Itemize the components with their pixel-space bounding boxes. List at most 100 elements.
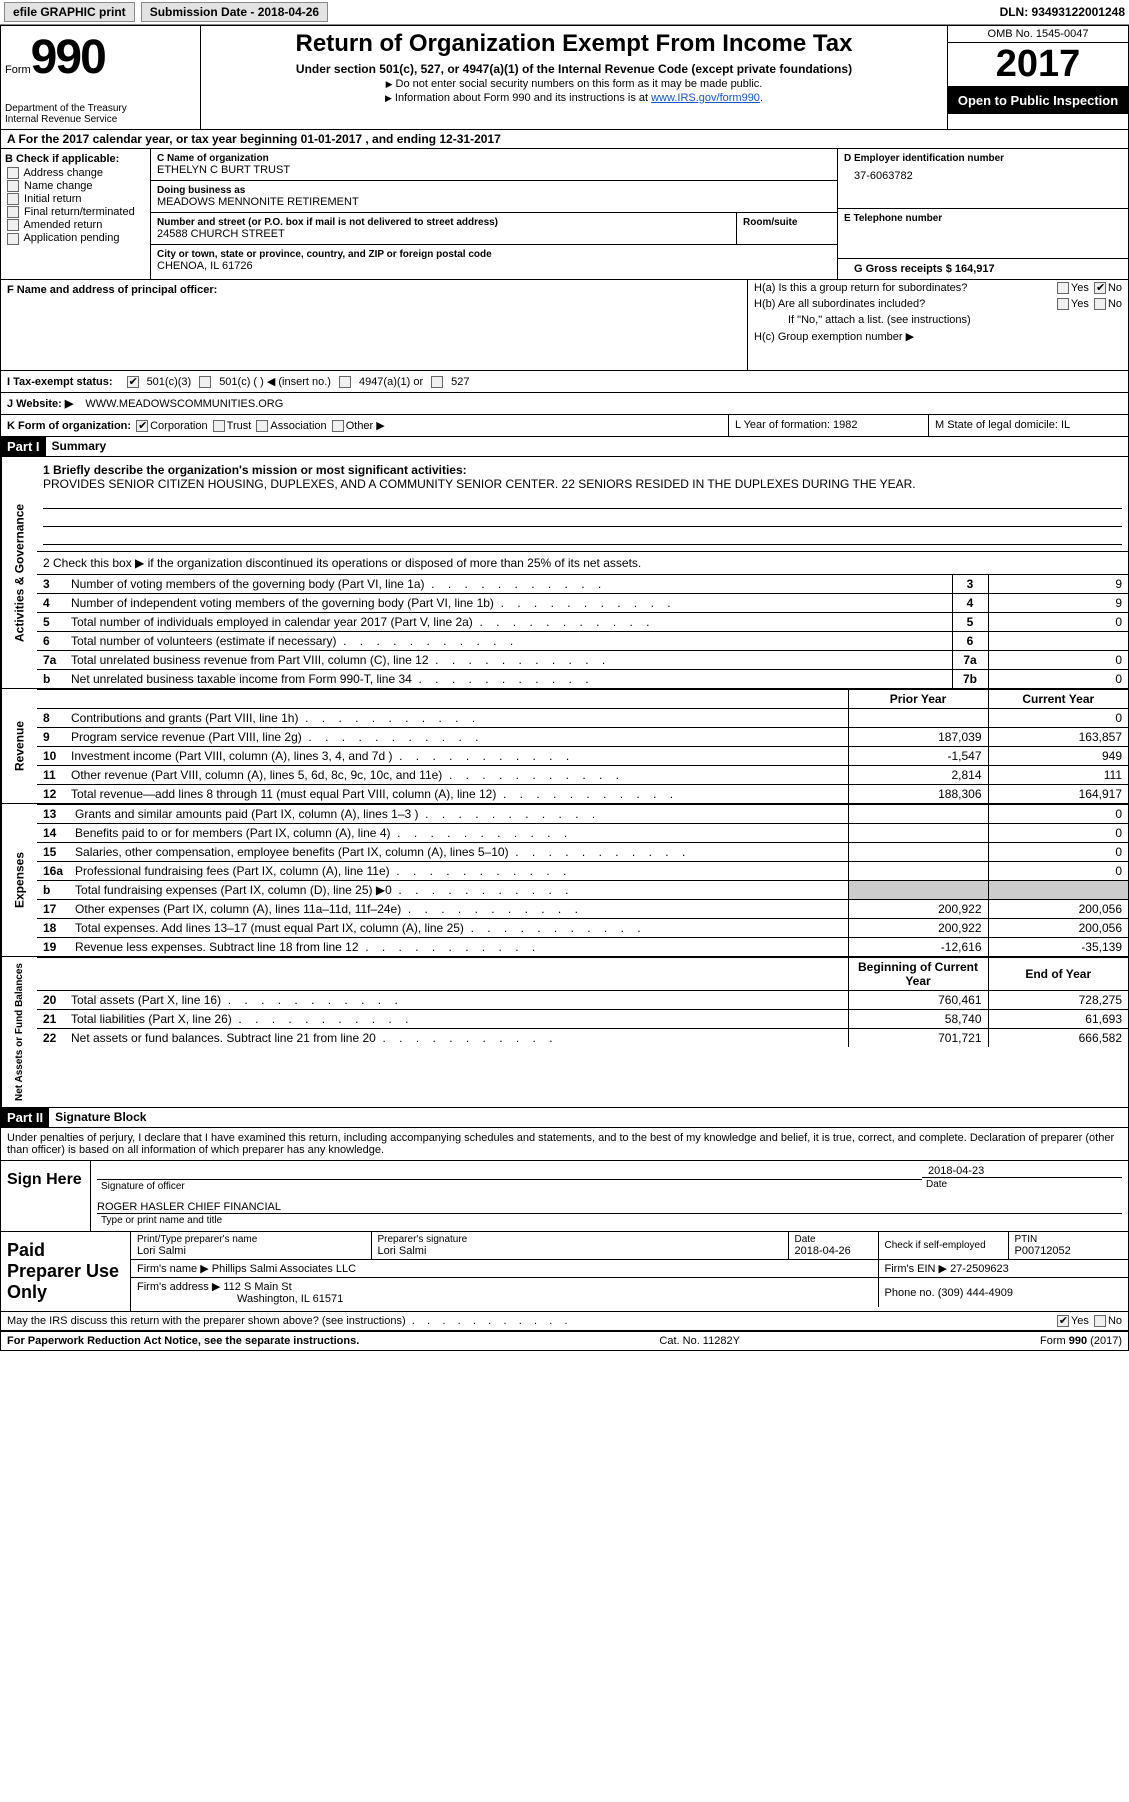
sig-date-value: 2018-04-23 <box>922 1165 1122 1177</box>
checkbox-initial-return[interactable]: Initial return <box>5 193 146 205</box>
summary-expenses: Expenses 13Grants and similar amounts pa… <box>0 804 1129 957</box>
form-header: Form 990 Department of the Treasury Inte… <box>0 25 1129 130</box>
opt-assoc: Association <box>270 420 326 432</box>
checkbox-application-pending[interactable]: Application pending <box>5 232 146 244</box>
checkbox-amended-return[interactable]: Amended return <box>5 219 146 231</box>
note-info-pre: Information about Form 990 and its instr… <box>385 92 651 104</box>
hb-no-checkbox[interactable] <box>1094 298 1106 310</box>
open-inspection: Open to Public Inspection <box>948 87 1128 114</box>
submission-date-button[interactable]: Submission Date - 2018-04-26 <box>141 2 328 22</box>
opt-501c3: 501(c)(3) <box>147 376 192 388</box>
firm-phone: (309) 444-4909 <box>938 1287 1013 1299</box>
no-label: No <box>1108 282 1122 294</box>
address-value: 24588 CHURCH STREET <box>157 228 730 240</box>
website-value: WWW.MEADOWSCOMMUNITIES.ORG <box>85 398 283 410</box>
checkbox-final-return-terminated[interactable]: Final return/terminated <box>5 206 146 218</box>
assoc-checkbox[interactable] <box>256 420 268 432</box>
hb-yesno: Yes No <box>1055 298 1122 310</box>
ha-label: H(a) Is this a group return for subordin… <box>754 282 967 294</box>
part-2-header: Part II Signature Block <box>0 1108 1129 1128</box>
firm-phone-label: Phone no. <box>885 1287 935 1299</box>
table-expenses: 13Grants and similar amounts paid (Part … <box>37 804 1128 956</box>
tax-year: 2017 <box>948 43 1128 87</box>
ha-yesno: Yes No <box>1055 282 1122 294</box>
klm-row: K Form of organization: Corporation Trus… <box>0 415 1129 437</box>
mission-label: 1 Briefly describe the organization's mi… <box>43 463 1122 477</box>
corp-checkbox[interactable] <box>136 420 148 432</box>
footer-row: For Paperwork Reduction Act Notice, see … <box>0 1331 1129 1351</box>
section-c: C Name of organization ETHELYN C BURT TR… <box>151 149 838 279</box>
checkbox-address-change[interactable]: Address change <box>5 167 146 179</box>
efile-print-button[interactable]: efile GRAPHIC print <box>4 2 135 22</box>
4947-checkbox[interactable] <box>339 376 351 388</box>
vlabel-expenses: Expenses <box>1 804 37 956</box>
table-row: 17Other expenses (Part IX, column (A), l… <box>37 900 1128 919</box>
table-revenue: Prior Year Current Year 8Contributions a… <box>37 689 1128 803</box>
table-row: 13Grants and similar amounts paid (Part … <box>37 805 1128 824</box>
dept-treasury: Department of the Treasury <box>5 103 196 114</box>
table-row: 11Other revenue (Part VIII, column (A), … <box>37 766 1128 785</box>
table-row: 5Total number of individuals employed in… <box>37 613 1128 632</box>
phone-label: E Telephone number <box>844 213 1122 224</box>
part-1-title: Summary <box>46 437 1128 456</box>
section-d: D Employer identification number 37-6063… <box>838 149 1128 279</box>
city-label: City or town, state or province, country… <box>157 249 831 260</box>
signature-block: Under penalties of perjury, I declare th… <box>0 1128 1129 1312</box>
table-row: 4Number of independent voting members of… <box>37 594 1128 613</box>
discuss-no-checkbox[interactable] <box>1094 1315 1106 1327</box>
ptin-label: PTIN <box>1015 1234 1123 1245</box>
tax-exempt-label: I Tax-exempt status: <box>7 376 113 388</box>
501c-checkbox[interactable] <box>199 376 211 388</box>
sign-here-block: Sign Here Signature of officer 2018-04-2… <box>1 1161 1128 1231</box>
form-subtitle: Under section 501(c), 527, or 4947(a)(1)… <box>209 62 939 76</box>
sign-here-label: Sign Here <box>1 1161 91 1231</box>
ein-label: D Employer identification number <box>844 153 1122 164</box>
opt-527: 527 <box>451 376 469 388</box>
firm-addr1: 112 S Main St <box>223 1281 291 1293</box>
section-l: L Year of formation: 1982 <box>728 415 928 436</box>
header-left: Form 990 Department of the Treasury Inte… <box>1 26 201 129</box>
paid-preparer-block: Paid Preparer Use Only Print/Type prepar… <box>1 1231 1128 1311</box>
dln-text: DLN: 93493122001248 <box>1000 5 1125 19</box>
ha-no-checkbox[interactable] <box>1094 282 1106 294</box>
header-right: OMB No. 1545-0047 2017 Open to Public In… <box>948 26 1128 129</box>
hdr-eoy: End of Year <box>988 958 1128 991</box>
opt-501c: 501(c) ( ) ◀ (insert no.) <box>219 375 331 388</box>
irs-link[interactable]: www.IRS.gov/form990 <box>651 92 760 104</box>
form-footer: Form 990 (2017) <box>1040 1335 1122 1347</box>
cat-no: Cat. No. 11282Y <box>659 1335 740 1347</box>
part-2-badge: Part II <box>1 1108 49 1127</box>
perjury-declaration: Under penalties of perjury, I declare th… <box>1 1128 1128 1161</box>
summary-revenue: Revenue Prior Year Current Year 8Contrib… <box>0 689 1129 804</box>
discuss-yes-label: Yes <box>1071 1315 1089 1327</box>
table-row: 12Total revenue—add lines 8 through 11 (… <box>37 785 1128 804</box>
section-h: H(a) Is this a group return for subordin… <box>748 280 1128 370</box>
other-checkbox[interactable] <box>332 420 344 432</box>
table-row: 22Net assets or fund balances. Subtract … <box>37 1029 1128 1048</box>
hb-yes-checkbox[interactable] <box>1057 298 1069 310</box>
opt-other: Other ▶ <box>346 420 385 432</box>
org-name: ETHELYN C BURT TRUST <box>157 164 831 176</box>
hb-note: If "No," attach a list. (see instruction… <box>748 312 1128 328</box>
yes-label: Yes <box>1071 282 1089 294</box>
vlabel-activities: Activities & Governance <box>1 457 37 688</box>
note-info: Information about Form 990 and its instr… <box>209 92 939 104</box>
opt-trust: Trust <box>227 420 252 432</box>
paperwork-notice: For Paperwork Reduction Act Notice, see … <box>7 1335 359 1347</box>
no-label-2: No <box>1108 298 1122 310</box>
prep-sig-label: Preparer's signature <box>378 1234 782 1245</box>
ha-yes-checkbox[interactable] <box>1057 282 1069 294</box>
hc-label: H(c) Group exemption number ▶ <box>748 328 1128 345</box>
opt-corp: Corporation <box>150 420 207 432</box>
section-f: F Name and address of principal officer: <box>1 280 748 370</box>
prep-date: 2018-04-26 <box>795 1245 872 1257</box>
checkbox-name-change[interactable]: Name change <box>5 180 146 192</box>
form-title: Return of Organization Exempt From Incom… <box>209 30 939 58</box>
vlabel-netassets: Net Assets or Fund Balances <box>1 957 37 1107</box>
527-checkbox[interactable] <box>431 376 443 388</box>
trust-checkbox[interactable] <box>213 420 225 432</box>
discuss-yes-checkbox[interactable] <box>1057 1315 1069 1327</box>
part-2-title: Signature Block <box>49 1108 1128 1127</box>
table-row: 10Investment income (Part VIII, column (… <box>37 747 1128 766</box>
501c3-checkbox[interactable] <box>127 376 139 388</box>
